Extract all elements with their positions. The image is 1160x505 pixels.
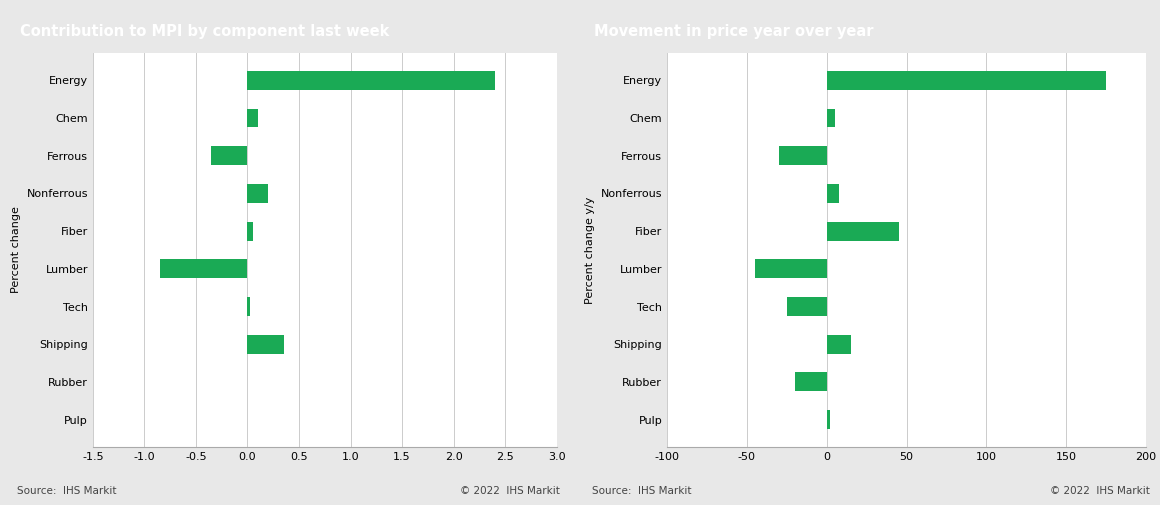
Bar <box>827 222 899 240</box>
Y-axis label: Percent change y/y: Percent change y/y <box>585 196 595 304</box>
Text: Contribution to MPI by component last week: Contribution to MPI by component last we… <box>20 24 390 39</box>
Text: © 2022  IHS Markit: © 2022 IHS Markit <box>1050 486 1150 496</box>
Bar <box>160 260 247 278</box>
Bar <box>247 297 249 316</box>
Text: Movement in price year over year: Movement in price year over year <box>594 24 873 39</box>
Bar <box>755 260 827 278</box>
Bar <box>827 184 840 203</box>
Bar <box>247 222 253 240</box>
Bar <box>211 146 247 165</box>
Y-axis label: Percent change: Percent change <box>10 207 21 293</box>
Bar <box>827 410 829 429</box>
Bar <box>795 373 827 391</box>
Bar <box>247 71 495 90</box>
Bar <box>247 335 283 353</box>
Bar <box>827 335 850 353</box>
Bar <box>247 109 258 127</box>
Text: © 2022  IHS Markit: © 2022 IHS Markit <box>461 486 560 496</box>
Bar <box>786 297 827 316</box>
Bar <box>827 109 835 127</box>
Bar <box>247 184 268 203</box>
Bar <box>778 146 827 165</box>
Text: Source:  IHS Markit: Source: IHS Markit <box>17 486 117 496</box>
Bar <box>827 71 1107 90</box>
Text: Source:  IHS Markit: Source: IHS Markit <box>592 486 691 496</box>
